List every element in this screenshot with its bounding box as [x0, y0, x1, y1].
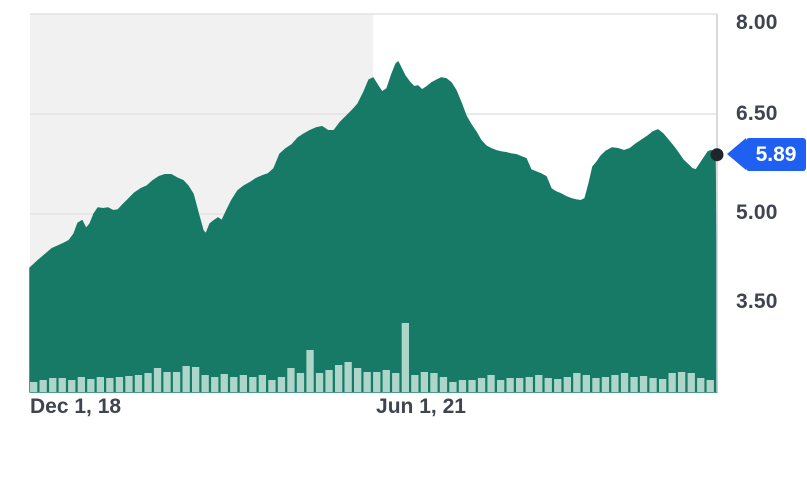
y-axis-tick-3.50: 3.50	[736, 290, 778, 313]
y-axis-tick-6.50: 6.50	[736, 102, 778, 125]
y-axis-tick-8.00: 8.00	[736, 11, 778, 34]
current-price-badge: 5.89	[727, 138, 806, 172]
y-axis-tick-5.00: 5.00	[736, 201, 778, 224]
current-price-value: 5.89	[755, 143, 797, 167]
x-axis-tick-dec-1-18: Dec 1, 18	[30, 395, 122, 418]
x-axis-tick-jun-1-21: Jun 1, 21	[376, 395, 466, 418]
